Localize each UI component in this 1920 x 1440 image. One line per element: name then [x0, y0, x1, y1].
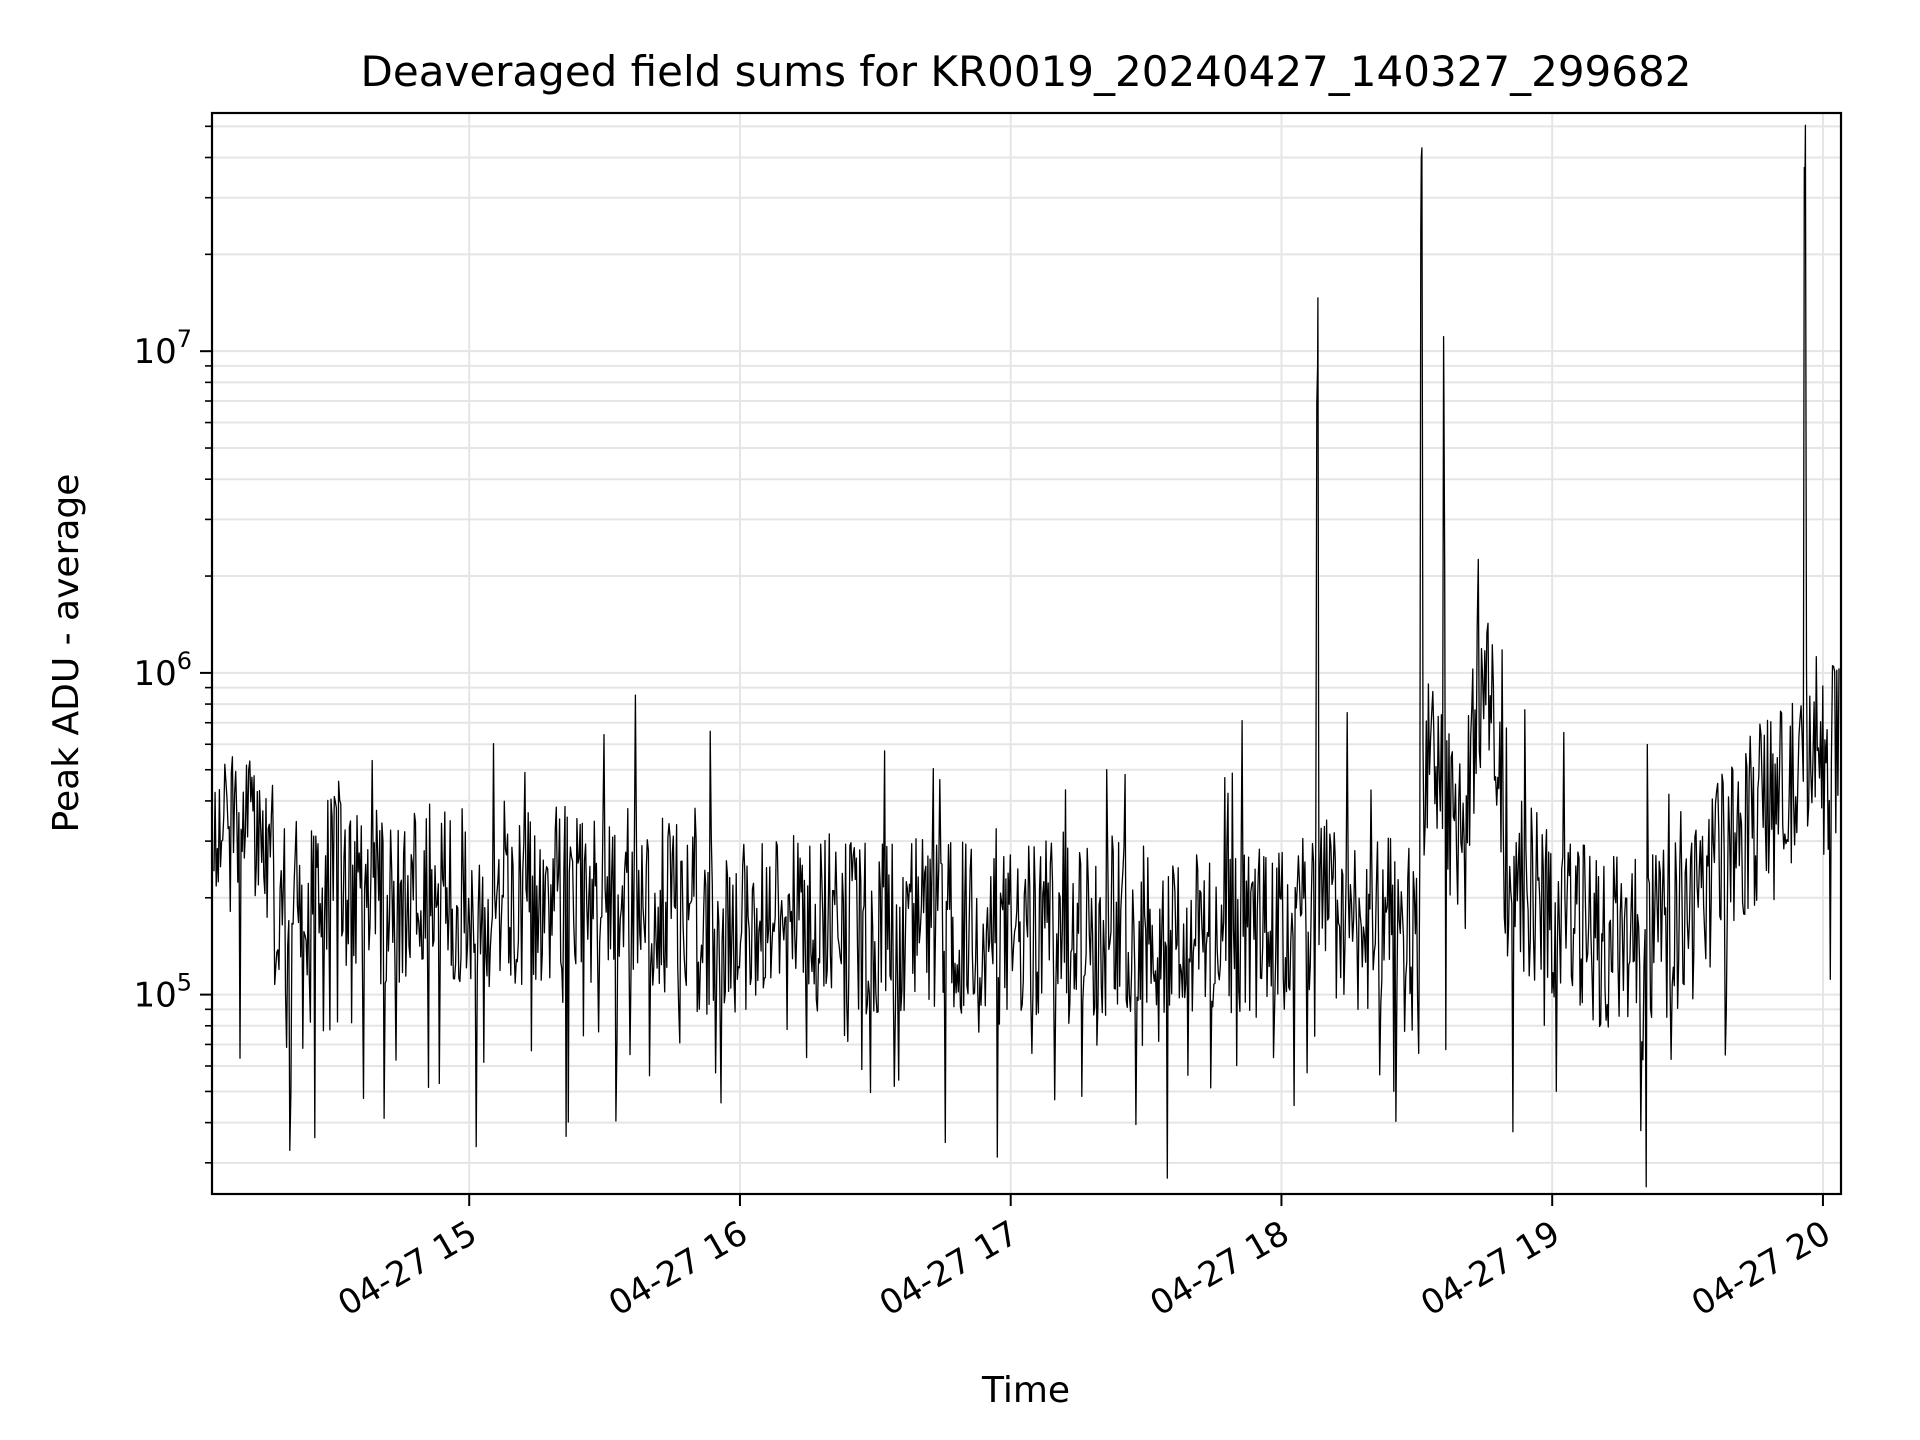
y-tick-label: 106 [133, 647, 192, 694]
y-tick-label: 107 [133, 325, 192, 372]
y-axis-label: Peak ADU - average [46, 474, 87, 833]
series-line [213, 124, 1840, 1188]
x-tick-label: 04-27 17 [873, 1213, 1025, 1324]
x-axis-label: Time [981, 1370, 1070, 1411]
plot-area [213, 124, 1840, 1188]
x-axis: 04-27 15 04-27 16 04-27 17 04-27 18 04-27 19… [331, 1194, 1837, 1324]
x-tick-label: 04-27 18 [1144, 1213, 1296, 1324]
plot-frame [210, 111, 1843, 1196]
x-tick-label: 04-27 19 [1414, 1213, 1566, 1324]
x-tick-label: 04-27 16 [602, 1213, 754, 1324]
x-tick-label: 04-27 15 [331, 1213, 483, 1324]
y-axis: 105 106 107 [133, 125, 212, 1164]
y-tick-label: 105 [133, 969, 192, 1016]
grid [212, 113, 1841, 1194]
chart-title: Deaveraged field sums for KR0019_2024042… [361, 47, 1692, 96]
x-tick-label: 04-27 20 [1685, 1213, 1837, 1324]
